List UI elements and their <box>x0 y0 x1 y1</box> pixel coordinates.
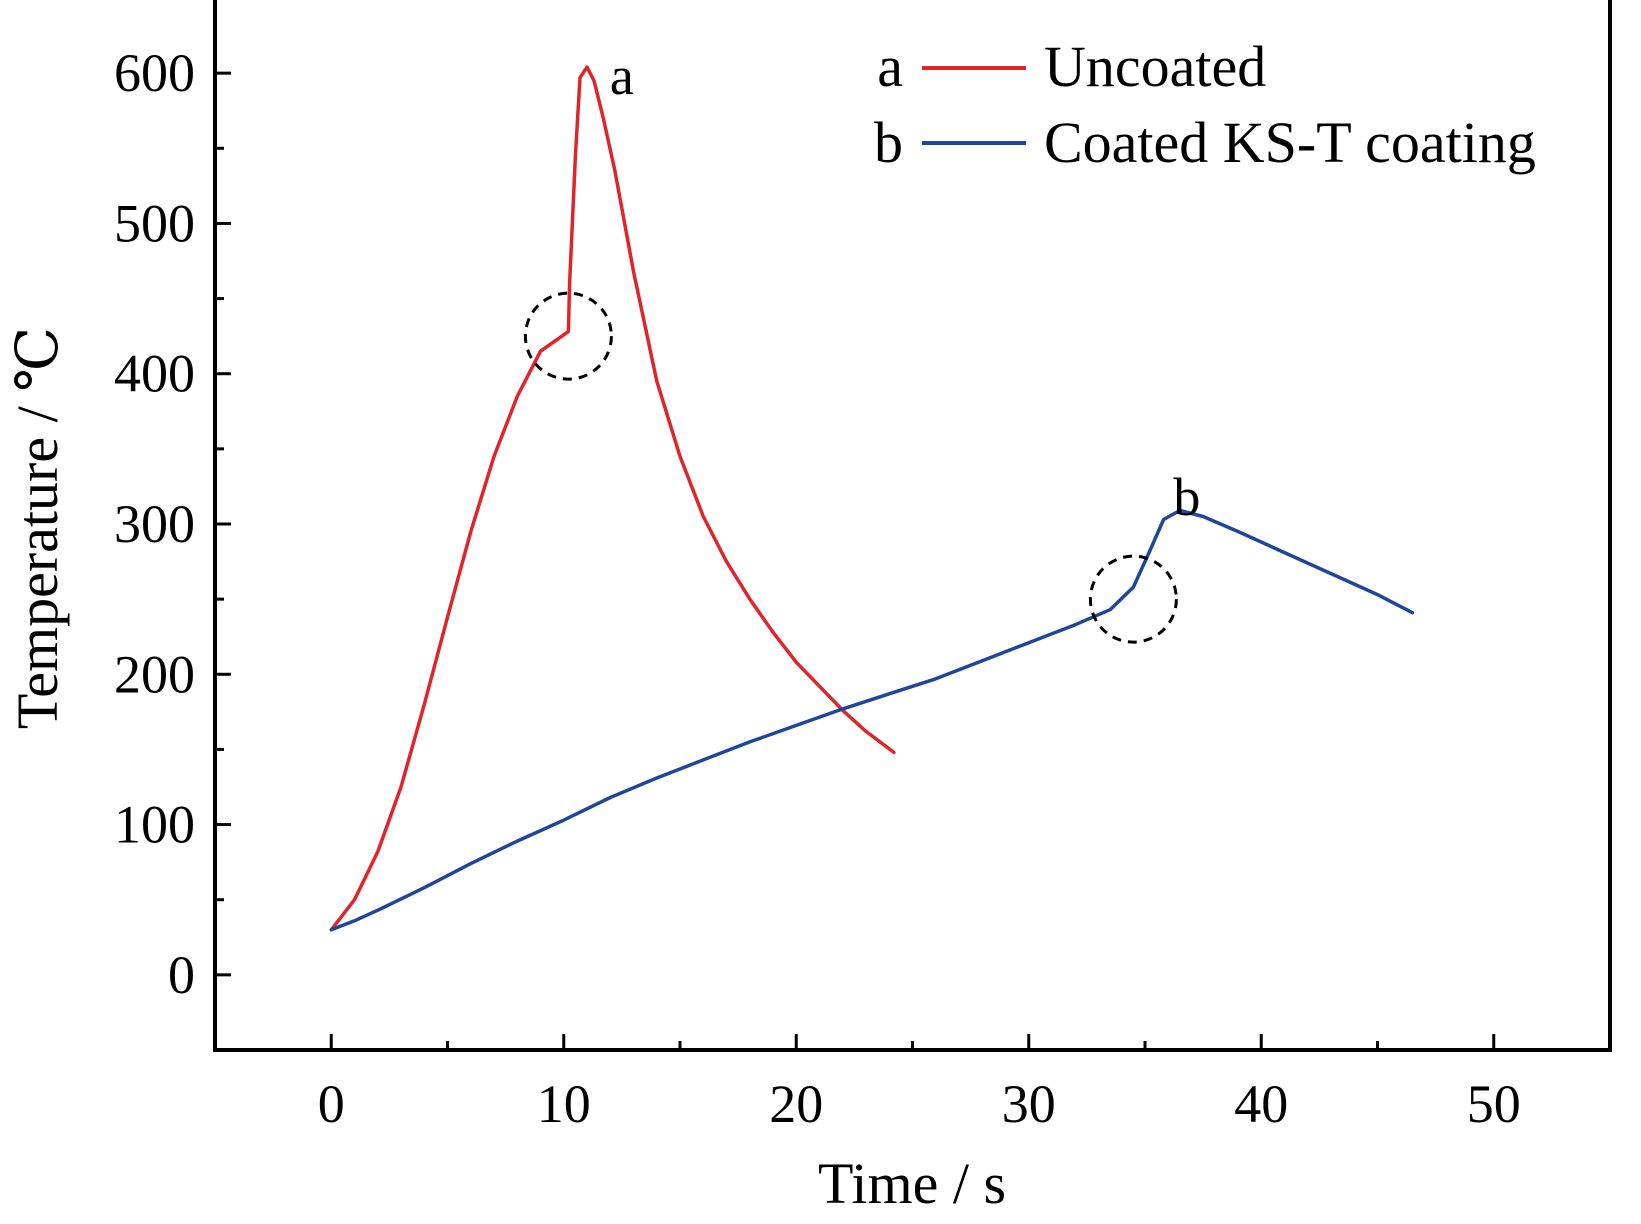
legend-label-coated: Coated KS-T coating <box>1044 110 1536 175</box>
y-axis-title: Temperature / ℃ <box>5 327 70 729</box>
legend-marker-a: a <box>877 34 903 99</box>
y-axis-ticks <box>215 71 231 977</box>
y-tick-label: 600 <box>114 43 195 103</box>
curve-label-a: a <box>610 46 634 106</box>
y-axis-tick-labels: 0 100 200 300 400 500 600 <box>114 43 195 1005</box>
series-line-coated <box>329 508 1415 932</box>
annotation-layer: ab <box>523 46 1200 644</box>
y-tick-label: 400 <box>114 344 195 404</box>
x-tick-label: 40 <box>1234 1074 1288 1134</box>
curve-label-b: b <box>1173 467 1200 527</box>
legend-marker-b: b <box>874 110 903 175</box>
series-line-uncoated <box>329 65 896 932</box>
dashed-circle-annotation <box>1088 554 1178 644</box>
x-tick-label: 30 <box>1002 1074 1056 1134</box>
y-tick-label: 500 <box>114 193 195 253</box>
x-tick-label: 10 <box>537 1074 591 1134</box>
series-layer <box>329 65 1415 932</box>
dashed-circle-annotation <box>523 291 613 381</box>
x-axis-tick-labels: 0 10 20 30 40 50 <box>318 1074 1521 1134</box>
x-tick-label: 20 <box>769 1074 823 1134</box>
x-tick-label: 50 <box>1467 1074 1521 1134</box>
x-tick-label: 0 <box>318 1074 345 1134</box>
x-axis-title: Time / s <box>818 1151 1006 1216</box>
y-tick-label: 200 <box>114 644 195 704</box>
y-tick-label: 300 <box>114 494 195 554</box>
y-tick-label: 0 <box>168 945 195 1005</box>
legend: a Uncoated b Coated KS-T coating <box>874 34 1536 175</box>
x-axis-ticks <box>329 1034 1496 1050</box>
y-tick-label: 100 <box>114 795 195 855</box>
legend-label-uncoated: Uncoated <box>1044 34 1266 99</box>
